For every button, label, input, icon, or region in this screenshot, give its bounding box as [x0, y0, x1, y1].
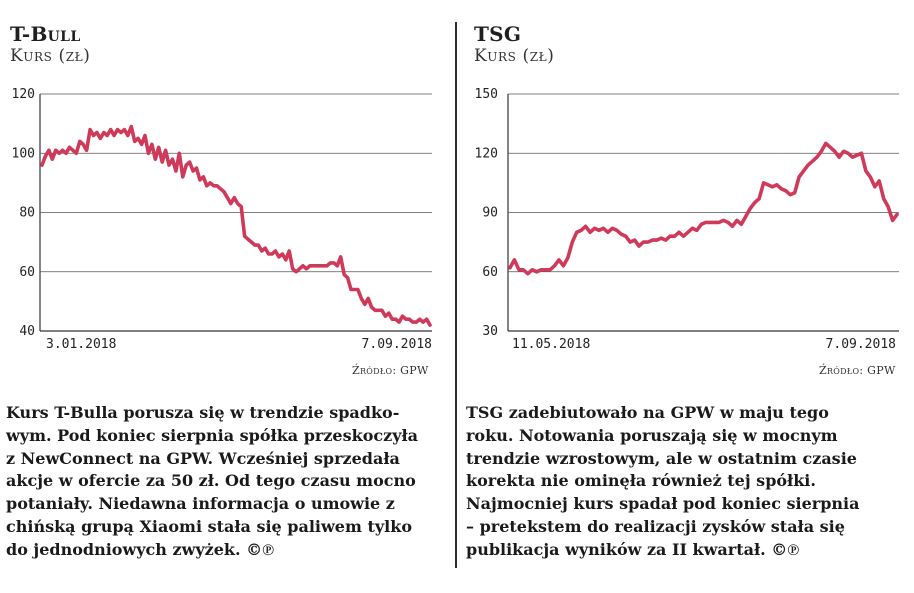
x-end-label: 7.09.2018	[826, 337, 896, 352]
description-line: wym. Pod koniec sierpnia spółka przeskoc…	[6, 425, 419, 445]
description-line: korekta nie ominęła również tej spółki.	[466, 471, 816, 491]
y-tick-label: 120	[475, 146, 498, 161]
description-line: akcje w ofercie za 50 zł. Od tego czasu …	[6, 471, 416, 491]
description-line: trendzie wzrostowym, ale w ostatnim czas…	[466, 448, 857, 468]
x-end-label: 7.09.2018	[362, 337, 432, 352]
tbull-description: Kurs T-Bulla porusza się w trendzie spad…	[6, 402, 418, 562]
tsg-description: TSG zadebiutowało na GPW w maju tego roku…	[466, 402, 859, 562]
chart-title: T-Bull	[10, 22, 81, 46]
tbull-panel: T-Bull Kurs (zł) 40 60 80 100 120 3.01.2018 7.…	[0, 0, 440, 593]
source-note: Źródło: GPW	[819, 364, 896, 377]
source-note: Źródło: GPW	[352, 364, 429, 377]
description-line: Kurs T-Bulla porusza się w trendzie spad…	[6, 403, 400, 422]
y-tick-label: 80	[19, 206, 35, 221]
y-tick-label: 120	[12, 87, 35, 102]
y-tick-label: 60	[482, 265, 498, 280]
tsg-panel: TSG Kurs (zł) 30 60 90 120 150 11.05.2018 7.09…	[464, 0, 904, 593]
y-tick-label: 40	[19, 324, 35, 339]
series-line	[40, 124, 432, 327]
description-line: z NewConnect na GPW. Wcześniej sprzedała	[6, 448, 400, 468]
tsg-chart: 30 60 90 120 150 11.05.2018 7.09.2018	[475, 87, 899, 352]
y-tick-label: 150	[475, 87, 498, 102]
column-divider	[455, 22, 457, 568]
description-line: chińską grupą Xiaomi stała się paliwem t…	[6, 516, 412, 536]
y-tick-label: 30	[482, 324, 498, 339]
chart-subtitle: Kurs (zł)	[474, 46, 555, 66]
x-start-label: 11.05.2018	[512, 337, 590, 352]
y-tick-label: 90	[482, 206, 498, 221]
description-line: do jednodniowych zwyżek. ©℗	[6, 539, 275, 559]
description-line: roku. Notowania poruszają się w mocnym	[466, 425, 838, 445]
description-line: potaniały. Niedawna informacja o umowie …	[6, 494, 395, 514]
chart-title: TSG	[474, 22, 522, 46]
chart-subtitle: Kurs (zł)	[10, 46, 91, 66]
description-line: – pretekstem do realizacji zysków stała …	[466, 516, 845, 536]
series-line	[508, 141, 899, 276]
x-start-label: 3.01.2018	[46, 337, 116, 352]
y-tick-label: 100	[12, 146, 35, 161]
y-tick-label: 60	[19, 265, 35, 280]
tbull-chart: 40 60 80 100 120 3.01.2018 7.09.2018	[12, 87, 432, 352]
description-line: Najmocniej kurs spadał pod koniec sierpn…	[466, 494, 860, 514]
description-line: publikacja wyników za II kwartał. ©℗	[466, 539, 800, 559]
description-line: TSG zadebiutowało na GPW w maju tego	[466, 403, 829, 422]
